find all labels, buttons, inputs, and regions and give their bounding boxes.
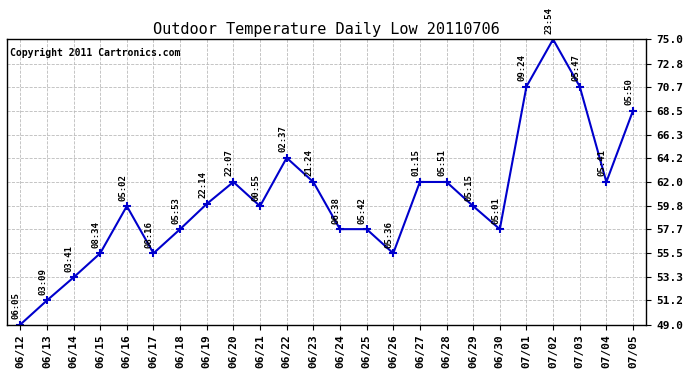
Text: 22:07: 22:07 [225,150,234,176]
Text: 08:34: 08:34 [92,221,101,248]
Text: 01:15: 01:15 [411,150,420,176]
Text: 05:50: 05:50 [624,78,633,105]
Text: 06:05: 06:05 [12,292,21,319]
Text: 23:54: 23:54 [544,7,553,34]
Text: 03:09: 03:09 [38,268,47,295]
Text: 05:51: 05:51 [438,150,447,176]
Text: 05:36: 05:36 [384,221,393,248]
Text: 05:01: 05:01 [491,197,500,223]
Text: 05:42: 05:42 [358,197,367,223]
Text: 08:16: 08:16 [145,221,154,248]
Text: Copyright 2011 Cartronics.com: Copyright 2011 Cartronics.com [10,48,181,58]
Title: Outdoor Temperature Daily Low 20110706: Outdoor Temperature Daily Low 20110706 [153,22,500,37]
Text: 05:41: 05:41 [598,150,607,176]
Text: 22:14: 22:14 [198,171,207,198]
Text: 02:37: 02:37 [278,125,287,152]
Text: 05:53: 05:53 [171,197,181,223]
Text: 05:15: 05:15 [464,174,473,201]
Text: 05:47: 05:47 [571,54,580,81]
Text: 00:55: 00:55 [251,174,260,201]
Text: 03:41: 03:41 [65,245,74,272]
Text: 21:24: 21:24 [305,150,314,176]
Text: 05:02: 05:02 [118,174,127,201]
Text: 09:24: 09:24 [518,54,526,81]
Text: 06:38: 06:38 [331,197,340,223]
